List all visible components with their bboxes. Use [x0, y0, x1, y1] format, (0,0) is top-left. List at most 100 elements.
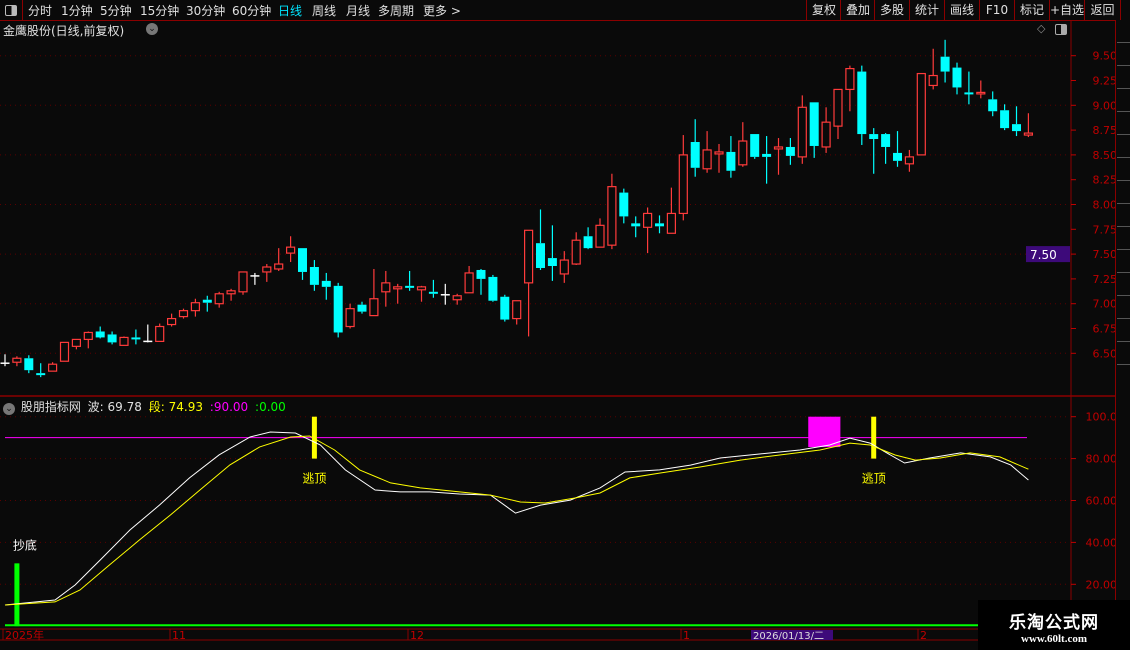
candle	[571, 232, 581, 266]
indicator-header: ⌄ 股朋指标网 波: 69.78 段: 74.93 :90.00 :0.00	[3, 398, 289, 415]
candle	[452, 293, 462, 305]
candle	[238, 271, 248, 295]
candle	[916, 72, 926, 156]
chevron-down-icon[interactable]: ⌄	[146, 23, 158, 35]
price-tick-label: 8.00	[1093, 199, 1118, 212]
period-tab-60min[interactable]: 60分钟	[232, 4, 272, 18]
period-tab-30min[interactable]: 30分钟	[186, 4, 226, 18]
stats-button[interactable]: 统计	[909, 0, 944, 20]
candle	[809, 102, 819, 158]
candle-body	[916, 72, 926, 156]
candle	[262, 264, 272, 282]
mark-button[interactable]: 标记	[1014, 0, 1049, 20]
bottom-signal-label: 抄底	[13, 537, 37, 552]
candle-body	[619, 192, 629, 217]
candle	[845, 65, 855, 112]
period-tab-fenshi[interactable]: 分时	[28, 4, 53, 18]
overlay-button[interactable]: 叠加	[840, 0, 875, 20]
watermark-logo: 乐淘公式网 www.60lt.com	[978, 600, 1130, 650]
candle-body	[964, 92, 974, 95]
candle	[107, 331, 117, 345]
candle	[0, 354, 10, 367]
candle	[595, 218, 605, 248]
candle	[738, 122, 748, 167]
candle	[202, 295, 212, 312]
candle-body	[190, 302, 200, 312]
indicator-tick-label: 80.00	[1086, 453, 1118, 466]
period-tab-1min[interactable]: 1分钟	[61, 4, 93, 18]
chevron-down-icon[interactable]: ⌄	[3, 403, 15, 415]
price-tick-label: 7.00	[1093, 298, 1118, 311]
period-tab-multi[interactable]: 多周期	[378, 4, 415, 18]
candle-body	[762, 153, 772, 157]
candle	[178, 308, 189, 319]
candle-body	[131, 337, 141, 340]
candle	[309, 260, 319, 291]
candle	[405, 270, 415, 291]
candle	[952, 62, 962, 95]
back-button[interactable]: 返回	[1084, 0, 1121, 20]
window-toggle-button[interactable]	[0, 0, 23, 20]
candle	[131, 329, 141, 345]
period-tab-5min[interactable]: 5分钟	[100, 4, 132, 18]
watermark-url: www.60lt.com	[1021, 633, 1087, 645]
period-tab-more[interactable]: 更多 >	[423, 4, 461, 18]
candle-body	[476, 269, 486, 279]
candle-body	[845, 67, 855, 91]
candle-body	[559, 259, 569, 275]
candle-body	[333, 285, 343, 333]
period-tab-15min[interactable]: 15分钟	[140, 4, 180, 18]
bottom-signal-bar	[14, 563, 20, 627]
candle	[988, 91, 998, 117]
candle	[476, 268, 486, 295]
candle	[821, 107, 831, 153]
candle-body	[59, 341, 70, 362]
candle	[1023, 113, 1034, 138]
draw-button[interactable]: 画线	[944, 0, 979, 20]
candle-body	[536, 243, 545, 268]
candle-body	[904, 156, 915, 165]
candle	[559, 251, 569, 283]
candle	[71, 338, 82, 350]
period-tab-daily[interactable]: 日线	[278, 4, 303, 18]
candle	[416, 285, 427, 302]
zero-value: :0.00	[255, 400, 286, 414]
candle	[940, 39, 950, 83]
price-tick-label: 7.75	[1093, 223, 1118, 236]
candle-body	[464, 272, 474, 294]
candle-body	[500, 296, 510, 320]
candle	[512, 300, 522, 325]
period-tab-weekly[interactable]: 周线	[312, 4, 337, 18]
price-tick-label: 8.75	[1093, 124, 1118, 137]
candle-body	[298, 248, 307, 272]
top-signal-label: 逃顶	[862, 472, 886, 486]
date-label: 2	[920, 629, 927, 642]
candle-body	[345, 308, 355, 328]
side-panel-tabs[interactable]	[1115, 20, 1130, 640]
add-watchlist-button[interactable]: +自选	[1049, 0, 1084, 20]
candle	[428, 279, 438, 298]
multi-stock-button[interactable]: 多股	[874, 0, 909, 20]
candle	[833, 88, 843, 140]
candle-body	[631, 223, 641, 227]
top-signal-label: 逃顶	[302, 472, 326, 486]
candle-body	[607, 186, 617, 246]
candle-body	[678, 154, 688, 215]
price-tick-label: 7.25	[1093, 273, 1118, 286]
candle-body	[833, 88, 843, 127]
candle	[143, 324, 153, 343]
panel-toggle-icon[interactable]	[1055, 24, 1067, 35]
diamond-icon[interactable]: ◇	[1037, 22, 1046, 35]
candle-body	[309, 266, 319, 285]
candle	[95, 326, 105, 339]
candle-body	[881, 134, 891, 147]
candle-body	[976, 91, 986, 95]
candle	[321, 272, 331, 300]
candle	[928, 48, 938, 90]
adjust-button[interactable]: 复权	[806, 0, 841, 20]
period-tab-monthly[interactable]: 月线	[346, 4, 371, 18]
candle-body	[773, 146, 784, 150]
f10-button[interactable]: F10	[979, 0, 1014, 20]
candle-body	[595, 224, 605, 248]
